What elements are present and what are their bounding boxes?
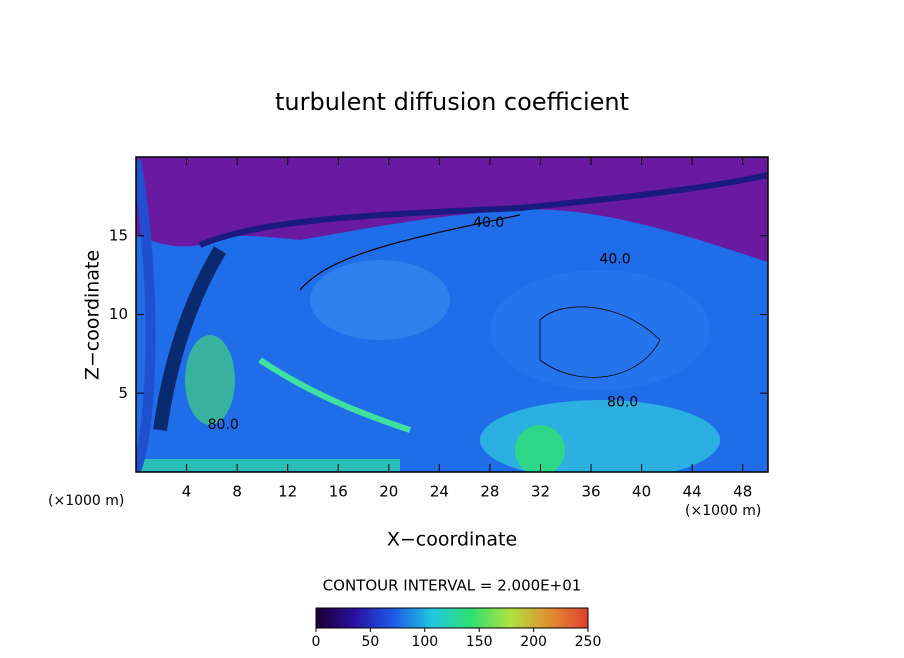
colorbar	[315, 607, 589, 629]
chart-title: turbulent diffusion coefficient	[275, 88, 629, 116]
colorbar-tick-label: 200	[520, 634, 547, 650]
contour-label: 80.0	[607, 395, 638, 411]
colorbar-tick-label: 0	[312, 634, 321, 650]
x-tick-label: 20	[379, 483, 398, 501]
contour-label: 40.0	[473, 215, 504, 231]
x-tick-label: 28	[480, 483, 499, 501]
colorbar-tick-label: 150	[466, 634, 493, 650]
x-unit: (×1000 m)	[685, 503, 761, 519]
x-tick-label: 40	[632, 483, 651, 501]
x-tick-label: 16	[329, 483, 348, 501]
field	[136, 157, 768, 472]
x-tick-label: 12	[278, 483, 297, 501]
colorbar-tick-label: 250	[575, 634, 602, 650]
y-tick-label: 5	[118, 384, 128, 402]
colorbar-tick-label: 50	[361, 634, 379, 650]
x-axis-label: X−coordinate	[387, 529, 517, 551]
y-axis-label: Z−coordinate	[82, 250, 104, 380]
y-tick-label: 15	[109, 226, 128, 244]
contour-label: 40.0	[599, 251, 630, 267]
x-unit: (×1000 m)	[48, 493, 124, 509]
x-tick-label: 4	[182, 483, 192, 501]
x-tick-label: 8	[232, 483, 242, 501]
colorbar-tick-label: 100	[411, 634, 438, 650]
contour-label: 80.0	[208, 417, 239, 433]
x-tick-label: 48	[733, 483, 752, 501]
x-tick-label: 32	[531, 483, 550, 501]
x-tick-label: 36	[581, 483, 600, 501]
contour-interval: CONTOUR INTERVAL = 2.000E+01	[323, 577, 582, 595]
x-tick-label: 44	[683, 483, 702, 501]
y-tick-label: 10	[109, 305, 128, 323]
x-tick-label: 24	[430, 483, 449, 501]
